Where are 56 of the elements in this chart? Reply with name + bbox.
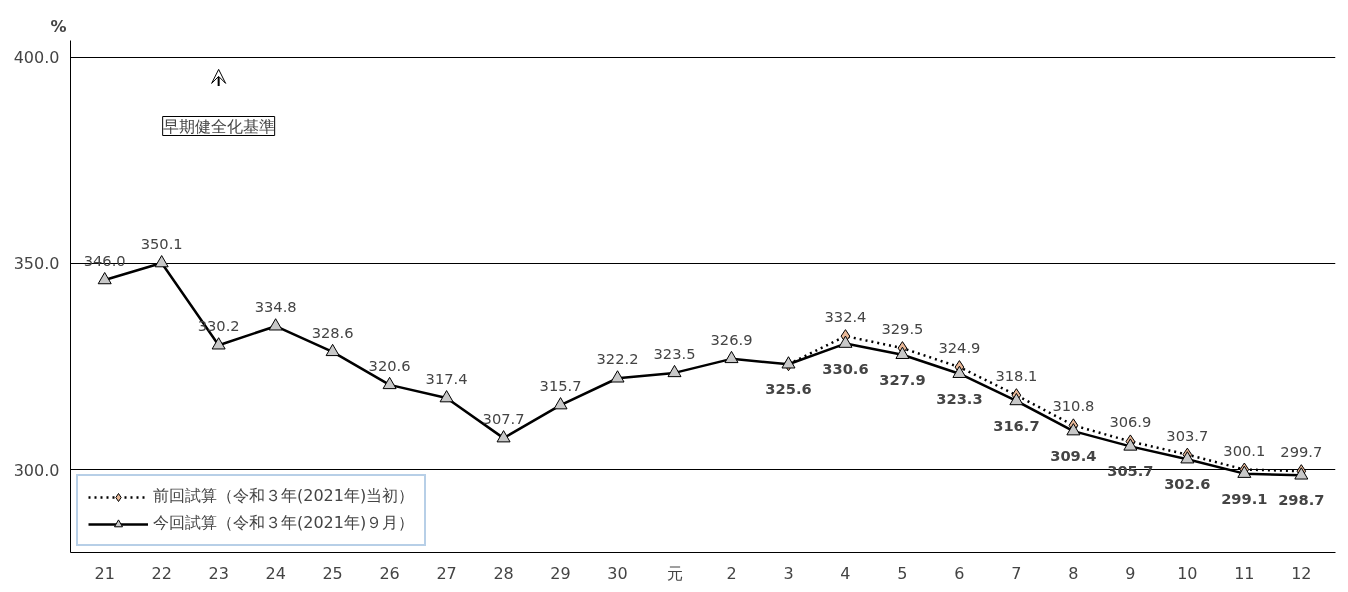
x-tick-label: 26 [379, 563, 400, 583]
data-label: 323.5 [653, 344, 696, 362]
data-label: 316.7 [993, 416, 1040, 434]
x-tick-label: 27 [436, 563, 457, 583]
data-label: 334.8 [254, 298, 297, 316]
data-label: 350.1 [140, 235, 183, 253]
x-tick-label: 12 [1291, 563, 1312, 583]
y-tick-label: 350.0 [13, 254, 60, 274]
x-tick-label: 11 [1234, 563, 1255, 583]
data-label: 327.9 [879, 370, 926, 388]
y-tick-label: 300.0 [13, 460, 60, 480]
data-label: 328.6 [311, 323, 354, 341]
x-tick-label: 25 [322, 563, 343, 583]
data-label: 306.9 [1109, 413, 1152, 431]
data-label: 332.4 [824, 308, 867, 326]
x-tick-label: 2 [726, 563, 737, 583]
x-tick-label: 元 [666, 563, 683, 583]
data-label: 324.9 [938, 339, 981, 357]
x-tick-label: 5 [897, 563, 908, 583]
y-axis-title: % [50, 16, 67, 36]
data-label: 325.6 [765, 380, 812, 398]
x-tick-label: 8 [1068, 563, 1079, 583]
data-label: 298.7 [1278, 491, 1325, 509]
data-label: 303.7 [1166, 426, 1209, 444]
data-label: 330.6 [822, 359, 869, 377]
x-tick-label: 21 [94, 563, 115, 583]
data-label: 323.3 [936, 389, 983, 407]
x-tick-label: 4 [840, 563, 851, 583]
data-label: 320.6 [368, 356, 411, 374]
x-tick-label: 24 [265, 563, 286, 583]
x-tick-label: 6 [954, 563, 965, 583]
x-tick-label: 29 [550, 563, 571, 583]
data-label: 326.9 [710, 330, 753, 348]
data-label: 322.2 [596, 350, 639, 368]
x-tick-label: 23 [208, 563, 229, 583]
x-tick-label: 9 [1125, 563, 1136, 583]
data-label: 307.7 [482, 410, 525, 428]
data-label: 315.7 [539, 377, 582, 395]
legend-label: 今回試算（令和３年(2021年)９月） [153, 513, 415, 534]
legend-label: 前回試算（令和３年(2021年)当初） [153, 486, 415, 507]
data-label: 299.7 [1280, 443, 1323, 461]
x-tick-label: 3 [783, 563, 794, 583]
x-tick-label: 28 [493, 563, 514, 583]
data-label: 317.4 [425, 370, 468, 388]
y-tick-label: 400.0 [13, 48, 60, 68]
data-label: 299.1 [1221, 489, 1268, 507]
x-tick-label: 7 [1011, 563, 1022, 583]
x-tick-label: 10 [1177, 563, 1198, 583]
data-label: 310.8 [1052, 397, 1095, 415]
data-label: 309.4 [1050, 447, 1097, 465]
data-label: 302.6 [1164, 475, 1211, 493]
data-label: 318.1 [995, 367, 1038, 385]
data-label: 300.1 [1223, 441, 1266, 459]
x-tick-label: 22 [151, 563, 172, 583]
data-label: 329.5 [881, 320, 924, 338]
x-tick-label: 30 [607, 563, 628, 583]
